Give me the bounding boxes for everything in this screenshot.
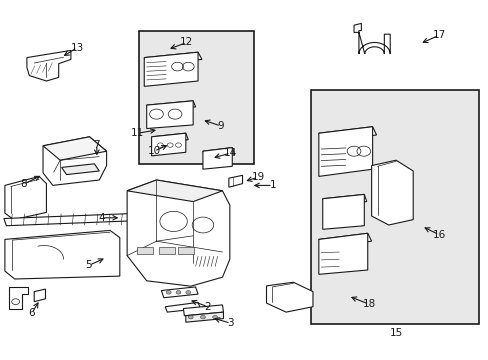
Polygon shape [322, 194, 364, 229]
Text: 4: 4 [98, 213, 105, 223]
Text: 1: 1 [269, 180, 276, 190]
Polygon shape [146, 101, 193, 129]
Text: 9: 9 [217, 121, 224, 131]
Polygon shape [353, 23, 389, 54]
Text: 18: 18 [362, 299, 375, 309]
Text: 19: 19 [251, 172, 264, 182]
Text: 7: 7 [93, 140, 100, 150]
Bar [139, 31, 254, 164]
Polygon shape [127, 180, 229, 286]
Polygon shape [322, 194, 366, 206]
Text: 3: 3 [227, 318, 234, 328]
Polygon shape [5, 230, 120, 279]
Polygon shape [318, 127, 376, 141]
Text: 11: 11 [131, 128, 144, 138]
Circle shape [166, 291, 171, 294]
Polygon shape [203, 148, 232, 169]
Text: 5: 5 [85, 260, 92, 270]
Polygon shape [228, 175, 242, 187]
Text: 6: 6 [28, 308, 35, 318]
Text: 2: 2 [204, 302, 211, 312]
Polygon shape [34, 289, 45, 302]
Polygon shape [4, 213, 145, 226]
Polygon shape [144, 52, 202, 65]
Bar [310, 90, 478, 324]
Polygon shape [144, 52, 198, 86]
Text: 10: 10 [147, 146, 160, 156]
Polygon shape [161, 287, 198, 298]
Polygon shape [9, 287, 28, 309]
Polygon shape [127, 180, 222, 202]
Text: 16: 16 [431, 230, 445, 240]
Polygon shape [371, 160, 412, 225]
Polygon shape [185, 312, 223, 322]
Polygon shape [43, 137, 106, 160]
Text: 14: 14 [224, 148, 237, 158]
Text: 13: 13 [70, 42, 84, 53]
Text: 17: 17 [431, 30, 445, 40]
Circle shape [176, 291, 181, 294]
Polygon shape [27, 50, 71, 81]
Polygon shape [151, 133, 188, 143]
Polygon shape [146, 101, 195, 111]
Text: 12: 12 [180, 37, 193, 48]
Polygon shape [318, 233, 367, 274]
Circle shape [188, 315, 193, 319]
Polygon shape [61, 164, 99, 175]
Polygon shape [266, 282, 312, 312]
Circle shape [200, 315, 205, 319]
Polygon shape [151, 133, 185, 156]
Polygon shape [318, 127, 372, 176]
Polygon shape [43, 137, 106, 185]
Bar [137, 247, 152, 254]
Circle shape [212, 315, 217, 319]
Text: 8: 8 [20, 179, 27, 189]
Text: 15: 15 [388, 328, 402, 338]
Bar [159, 247, 174, 254]
Polygon shape [318, 233, 371, 247]
Bar [178, 247, 194, 254]
Circle shape [185, 291, 190, 294]
Polygon shape [5, 176, 46, 220]
Polygon shape [203, 148, 234, 158]
Polygon shape [165, 302, 200, 312]
Polygon shape [183, 305, 223, 316]
